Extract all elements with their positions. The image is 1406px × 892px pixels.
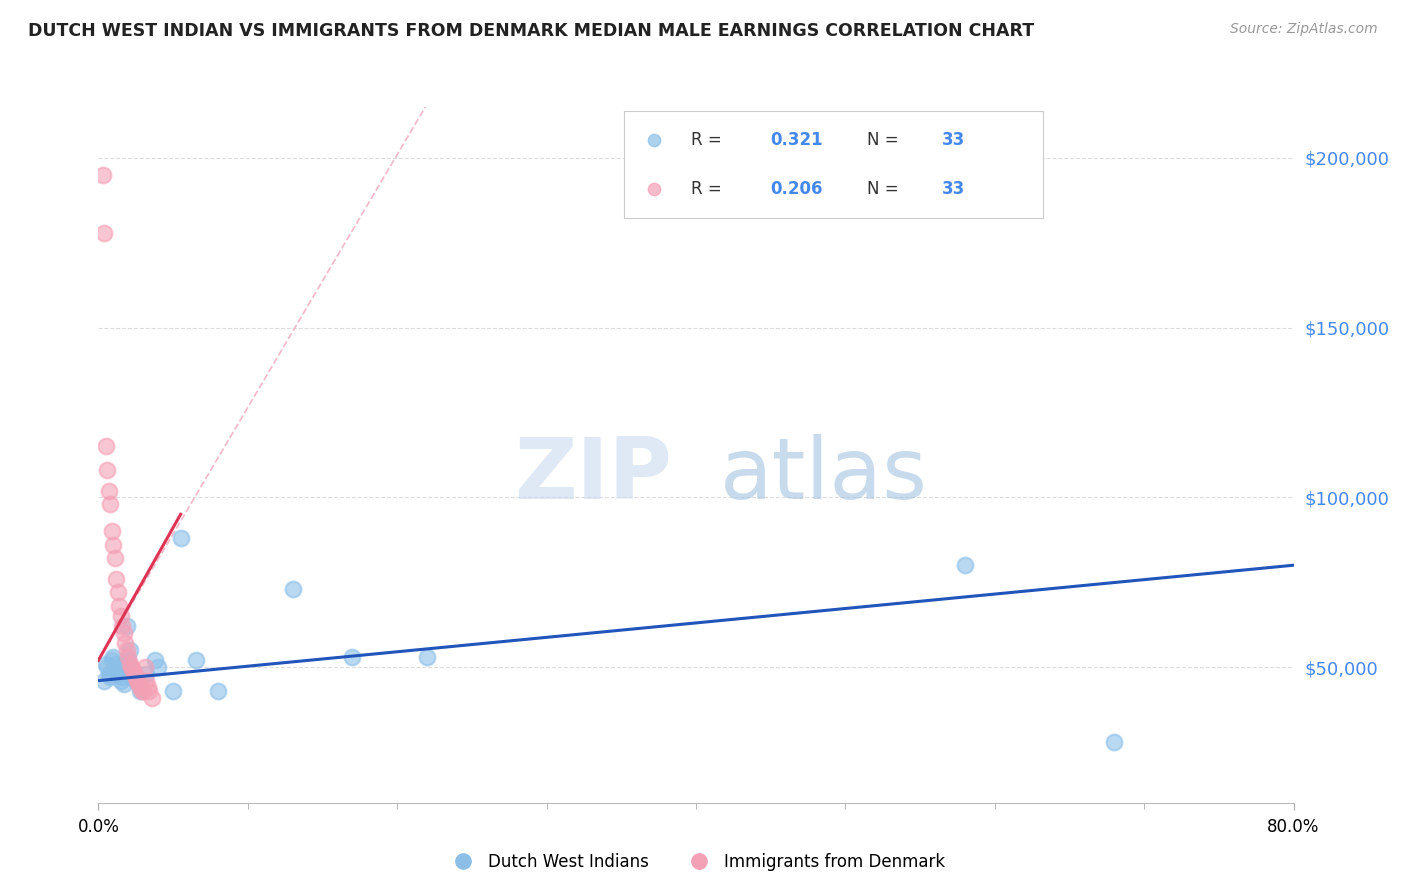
Point [101, 653, 124, 667]
Point [1104, 735, 1126, 749]
Point [94, 657, 117, 671]
Point [136, 681, 159, 695]
Point [93, 673, 115, 688]
Point [105, 657, 128, 671]
Point [129, 683, 152, 698]
Point [100, 670, 122, 684]
Point [118, 657, 141, 671]
Point [141, 690, 163, 705]
Point [101, 524, 124, 539]
Point [111, 670, 134, 684]
Point [135, 666, 157, 681]
Legend: Dutch West Indians, Immigrants from Denmark: Dutch West Indians, Immigrants from Denm… [440, 847, 952, 878]
Point [110, 609, 132, 624]
Point [281, 582, 304, 596]
Text: DUTCH WEST INDIAN VS IMMIGRANTS FROM DENMARK MEDIAN MALE EARNINGS CORRELATION CH: DUTCH WEST INDIAN VS IMMIGRANTS FROM DEN… [28, 22, 1035, 40]
Point [207, 683, 229, 698]
Point [108, 660, 131, 674]
Point [416, 649, 439, 664]
Point [107, 585, 129, 599]
Point [97, 483, 120, 498]
Point [120, 670, 142, 684]
Point [100, 497, 122, 511]
Point [104, 551, 127, 566]
Point [138, 683, 160, 698]
Point [342, 649, 364, 664]
Point [107, 666, 129, 681]
Point [96, 463, 118, 477]
Point [103, 538, 125, 552]
Point [125, 673, 148, 688]
Point [93, 226, 115, 240]
Point [103, 649, 125, 664]
Point [169, 531, 191, 545]
Point [111, 619, 134, 633]
Point [132, 683, 155, 698]
Point [118, 643, 141, 657]
Point [96, 660, 118, 674]
Point [124, 666, 146, 681]
Point [184, 653, 207, 667]
Point [114, 636, 136, 650]
Point [117, 653, 139, 667]
Point [120, 660, 142, 674]
Point [114, 657, 136, 671]
Point [104, 664, 127, 678]
Point [105, 572, 128, 586]
Point [115, 619, 138, 633]
Point [91, 168, 114, 182]
Point [97, 666, 120, 681]
Point [148, 660, 170, 674]
Point [953, 558, 976, 573]
Point [127, 673, 149, 688]
Point [108, 599, 131, 613]
Point [131, 683, 153, 698]
Point [125, 670, 148, 684]
Point [134, 660, 156, 674]
Point [94, 439, 117, 453]
Text: Source: ZipAtlas.com: Source: ZipAtlas.com [1230, 22, 1378, 37]
Point [112, 677, 135, 691]
Point [135, 673, 157, 688]
Point [162, 683, 184, 698]
Text: atlas: atlas [720, 434, 928, 517]
Text: ZIP: ZIP [515, 434, 672, 517]
Point [117, 649, 139, 664]
Point [121, 664, 143, 678]
Point [143, 653, 166, 667]
Point [110, 673, 132, 688]
Point [115, 643, 138, 657]
Point [112, 626, 135, 640]
Point [129, 681, 152, 695]
Point [128, 677, 150, 691]
